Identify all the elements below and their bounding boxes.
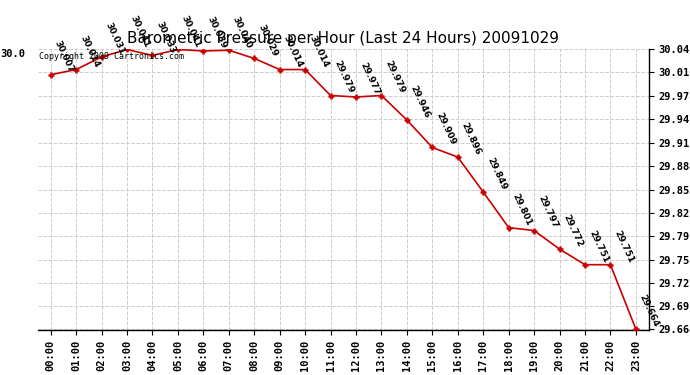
Text: 29.797: 29.797 [536, 194, 559, 230]
Text: 30.039: 30.039 [206, 15, 228, 50]
Text: 30.040: 30.040 [231, 15, 253, 50]
Text: 30.014: 30.014 [282, 34, 304, 69]
Text: 29.909: 29.909 [435, 111, 457, 147]
Text: 29.751: 29.751 [587, 229, 610, 264]
Text: 30.029: 30.029 [256, 23, 279, 58]
Text: 29.751: 29.751 [613, 229, 635, 264]
Text: 30.041: 30.041 [129, 14, 152, 49]
Text: 30.007: 30.007 [52, 39, 75, 74]
Text: 30.031: 30.031 [104, 21, 126, 56]
Title: Barometric Pressure per Hour (Last 24 Hours) 20091029: Barometric Pressure per Hour (Last 24 Ho… [127, 31, 560, 46]
Text: 30.0: 30.0 [0, 49, 25, 59]
Text: 29.801: 29.801 [511, 192, 533, 227]
Text: 29.977: 29.977 [358, 61, 381, 96]
Text: 29.849: 29.849 [485, 156, 509, 191]
Text: 30.014: 30.014 [78, 34, 101, 69]
Text: 29.979: 29.979 [384, 59, 406, 95]
Text: 29.772: 29.772 [562, 213, 584, 249]
Text: 29.979: 29.979 [333, 59, 355, 95]
Text: 30.041: 30.041 [180, 14, 203, 49]
Text: 30.014: 30.014 [307, 34, 330, 69]
Text: 29.664: 29.664 [638, 293, 661, 328]
Text: Copyright 2009 Cartronics.com: Copyright 2009 Cartronics.com [39, 52, 184, 60]
Text: 29.946: 29.946 [409, 84, 432, 119]
Text: 30.033: 30.033 [155, 20, 177, 55]
Text: 29.896: 29.896 [460, 121, 483, 156]
